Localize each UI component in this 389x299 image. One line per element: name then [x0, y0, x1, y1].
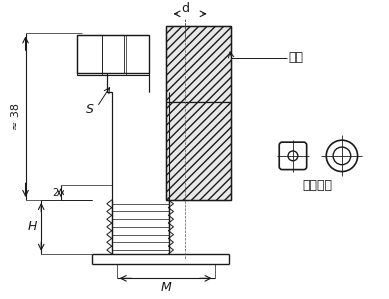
Text: 2: 2	[53, 187, 59, 198]
Text: M: M	[160, 281, 171, 294]
Text: d: d	[181, 2, 189, 16]
Text: 卡套: 卡套	[288, 51, 303, 64]
Polygon shape	[166, 102, 231, 200]
Text: S: S	[86, 103, 94, 116]
Text: H: H	[28, 220, 37, 234]
Polygon shape	[166, 26, 231, 102]
Text: ≈ 38: ≈ 38	[11, 103, 21, 130]
Text: 固定卡套: 固定卡套	[302, 179, 333, 192]
FancyBboxPatch shape	[279, 142, 307, 170]
